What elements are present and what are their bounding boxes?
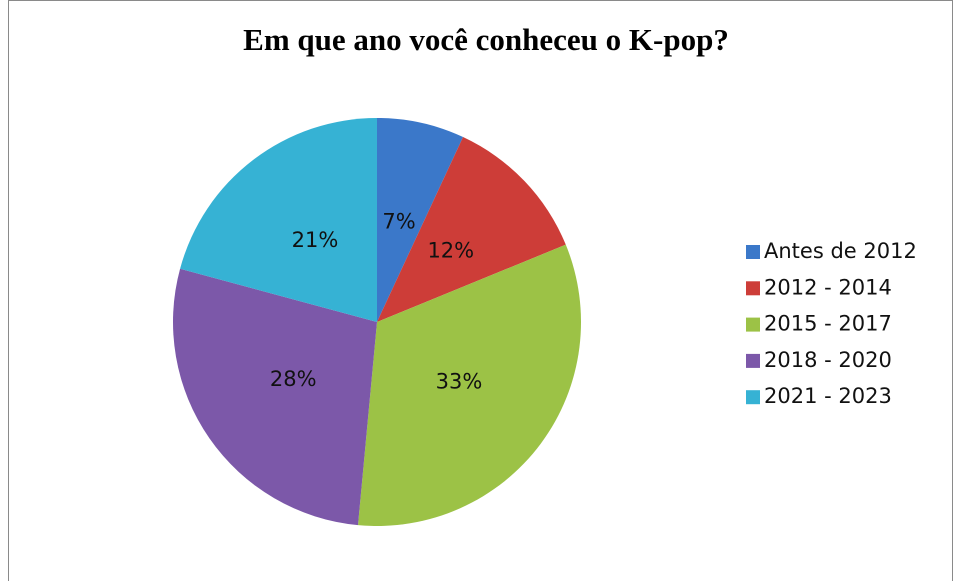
data-label: 21% <box>292 228 339 252</box>
pie-slice <box>173 268 377 526</box>
legend-label: 2015 - 2017 <box>764 312 892 336</box>
legend-swatch <box>746 245 760 259</box>
pie-slice <box>377 118 464 322</box>
data-label: 28% <box>270 367 317 391</box>
legend-swatch <box>746 317 760 332</box>
pie-slice <box>357 244 582 527</box>
data-label: 12% <box>427 239 474 263</box>
legend-label: 2021 - 2023 <box>764 384 892 408</box>
legend-label: Antes de 2012 <box>764 239 917 263</box>
chart-title: Em que ano você conheceu o K-pop? <box>243 22 729 57</box>
pie-slice <box>377 137 566 322</box>
legend-label: 2018 - 2020 <box>764 348 892 372</box>
legend-label: 2012 - 2014 <box>764 275 892 299</box>
data-label: 33% <box>436 370 483 394</box>
data-label: 7% <box>382 209 415 233</box>
legend-swatch <box>746 353 760 368</box>
pie-slice <box>180 118 377 322</box>
legend-swatch <box>746 390 760 405</box>
legend-swatch <box>746 281 760 296</box>
